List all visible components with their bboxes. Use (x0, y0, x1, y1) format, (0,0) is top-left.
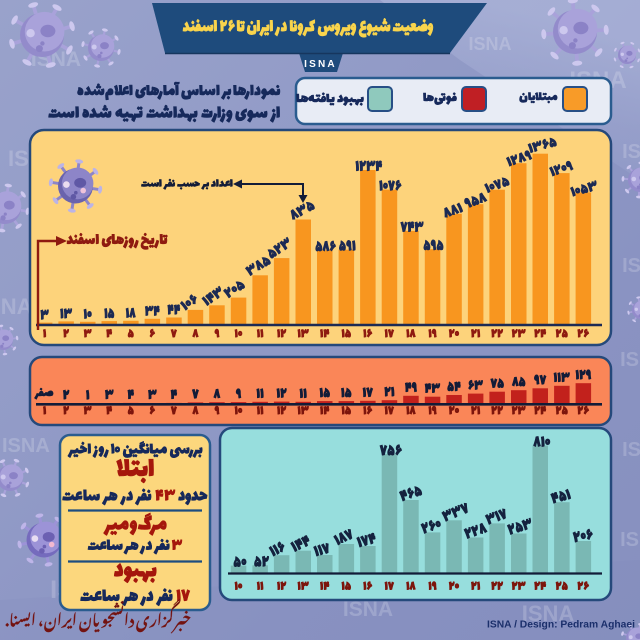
svg-text:ISNA: ISNA (622, 141, 640, 163)
svg-text:ISNA: ISNA (304, 59, 337, 70)
svg-text:ISNA: ISNA (620, 529, 640, 551)
svg-text:ISNA: ISNA (2, 435, 50, 457)
svg-text:ISNA: ISNA (0, 294, 33, 319)
svg-text:ISNA: ISNA (522, 601, 575, 626)
svg-text:ISNA / Design: Pedram Aghaei: ISNA / Design: Pedram Aghaei (487, 620, 635, 631)
svg-text:ISNA: ISNA (343, 598, 393, 621)
svg-text:ISNA: ISNA (468, 34, 511, 54)
svg-text:ISNA: ISNA (622, 439, 640, 461)
svg-text:ISNA: ISNA (620, 349, 640, 371)
svg-text:ISNA: ISNA (622, 255, 640, 277)
